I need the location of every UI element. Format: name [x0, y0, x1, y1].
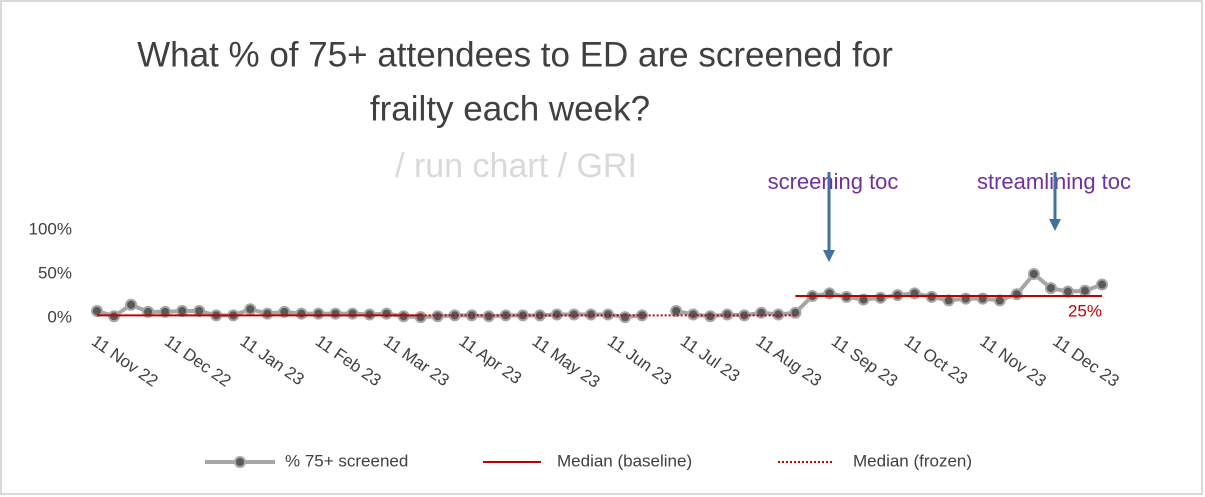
point — [874, 291, 887, 304]
legend-label: % 75+ screened — [285, 451, 408, 470]
legend-label: Median (frozen) — [853, 451, 972, 470]
point — [295, 307, 308, 320]
annotation-arrowhead — [823, 250, 835, 262]
point — [159, 305, 172, 318]
point — [1096, 278, 1108, 291]
point — [670, 304, 683, 317]
point — [346, 307, 359, 320]
point — [1027, 268, 1040, 280]
point — [312, 307, 325, 320]
point — [261, 307, 274, 320]
point — [1078, 284, 1091, 297]
point — [380, 307, 393, 320]
y-tick-label: 0% — [47, 307, 72, 326]
median-label: 25% — [1068, 301, 1102, 320]
point — [1010, 288, 1023, 301]
point — [721, 308, 734, 321]
point — [1044, 282, 1057, 295]
chart-title: frailty each week? — [370, 89, 650, 128]
point — [278, 305, 291, 318]
point — [755, 306, 768, 319]
point — [142, 305, 155, 318]
legend-label: Median (baseline) — [557, 451, 692, 470]
point — [533, 309, 546, 322]
point — [244, 303, 257, 316]
chart-subtitle: / run chart / GRI — [395, 147, 637, 185]
chart-title: What % of 75+ attendees to ED are screen… — [137, 35, 893, 74]
point — [329, 307, 342, 320]
point — [789, 306, 802, 319]
annotation: screening toc — [768, 169, 899, 194]
point — [619, 311, 632, 324]
point — [857, 293, 870, 306]
legend-marker — [234, 456, 246, 468]
point — [602, 308, 615, 321]
y-tick-label: 50% — [38, 263, 72, 282]
point — [465, 309, 478, 322]
point — [125, 298, 138, 311]
y-tick-label: 100% — [29, 219, 72, 238]
annotation-arrowhead — [1049, 219, 1061, 231]
point — [414, 311, 427, 324]
